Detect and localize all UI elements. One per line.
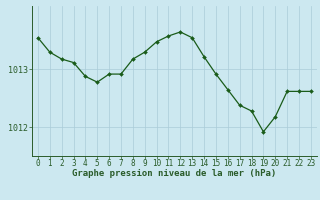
X-axis label: Graphe pression niveau de la mer (hPa): Graphe pression niveau de la mer (hPa) [72, 169, 276, 178]
